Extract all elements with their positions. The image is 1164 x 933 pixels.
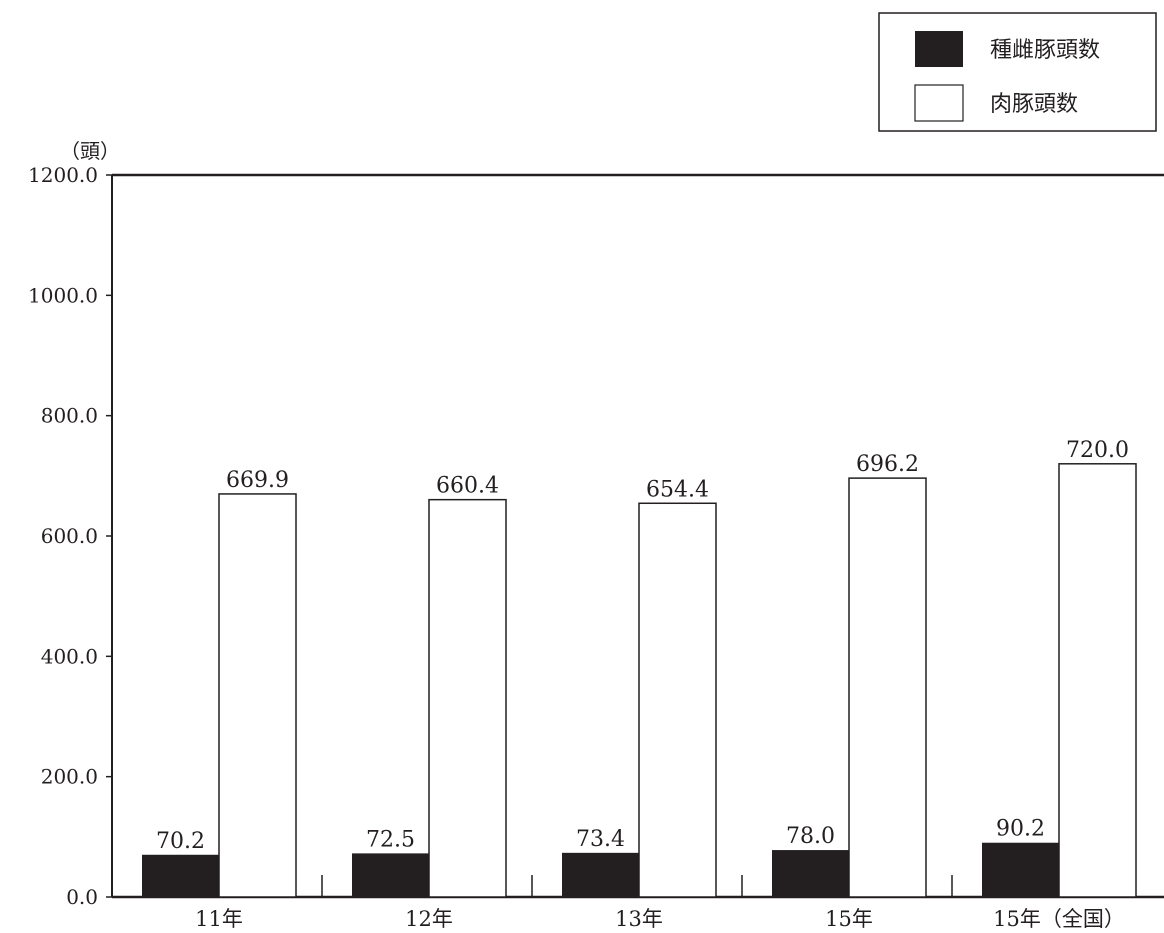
y-axis-ticks: 0.0 200.0 400.0 600.0 800.0 1000.0 1200.0 bbox=[28, 163, 112, 909]
legend-label-fattening-pigs: 肉豚頭数 bbox=[990, 92, 1078, 117]
value-label-fattening-pigs: 669.9 bbox=[226, 468, 289, 493]
y-tick-label: 600.0 bbox=[41, 524, 98, 548]
bar-fattening-pigs bbox=[848, 477, 927, 898]
bar-breeding-sows bbox=[352, 853, 429, 897]
x-tick-label: 12年 bbox=[405, 907, 453, 931]
y-tick-label: 1200.0 bbox=[28, 163, 98, 187]
bar-fattening-pigs bbox=[1058, 463, 1137, 898]
value-label-breeding-sows: 90.2 bbox=[996, 817, 1045, 842]
y-tick-label: 200.0 bbox=[41, 765, 98, 789]
bar-breeding-sows bbox=[982, 842, 1059, 897]
x-tick-label: 13年 bbox=[615, 907, 663, 931]
value-label-breeding-sows: 72.5 bbox=[366, 827, 415, 852]
x-tick-label: 15年（全国） bbox=[993, 907, 1125, 931]
bar-fattening-pigs bbox=[638, 502, 717, 898]
category-separators bbox=[321, 875, 953, 897]
bar-breeding-sows bbox=[772, 850, 849, 897]
value-label-fattening-pigs: 696.2 bbox=[856, 452, 919, 477]
value-label-breeding-sows: 70.2 bbox=[156, 829, 205, 854]
value-label-fattening-pigs: 654.4 bbox=[646, 477, 709, 502]
x-tick-label: 15年 bbox=[825, 907, 873, 931]
value-labels: 70.2 669.9 72.5 660.4 73.4 654.4 78.0 696.2 90.2… bbox=[156, 438, 1129, 854]
value-label-fattening-pigs: 660.4 bbox=[436, 474, 499, 499]
y-axis-unit-label: （頭） bbox=[60, 139, 120, 163]
bar-fattening-pigs bbox=[428, 498, 507, 898]
x-axis-labels: 11年 12年 13年 15年 15年（全国） bbox=[195, 907, 1125, 931]
bar-breeding-sows bbox=[562, 852, 639, 897]
legend-swatch-fattening-pigs bbox=[914, 84, 964, 122]
legend-label-breeding-sows: 種雌豚頭数 bbox=[990, 38, 1100, 63]
legend-swatch-breeding-sows bbox=[915, 31, 963, 67]
legend: 種雌豚頭数 肉豚頭数 bbox=[878, 12, 1157, 132]
bar-fattening-pigs bbox=[218, 493, 297, 898]
bars bbox=[142, 463, 1137, 898]
y-tick-label: 400.0 bbox=[41, 644, 98, 668]
value-label-fattening-pigs: 720.0 bbox=[1066, 438, 1129, 463]
y-tick-label: 0.0 bbox=[66, 885, 98, 909]
bar-breeding-sows bbox=[142, 854, 219, 897]
y-tick-label: 1000.0 bbox=[28, 283, 98, 307]
value-label-breeding-sows: 78.0 bbox=[786, 824, 835, 849]
y-tick-label: 800.0 bbox=[41, 404, 98, 428]
x-tick-label: 11年 bbox=[195, 907, 243, 931]
value-label-breeding-sows: 73.4 bbox=[576, 827, 625, 852]
